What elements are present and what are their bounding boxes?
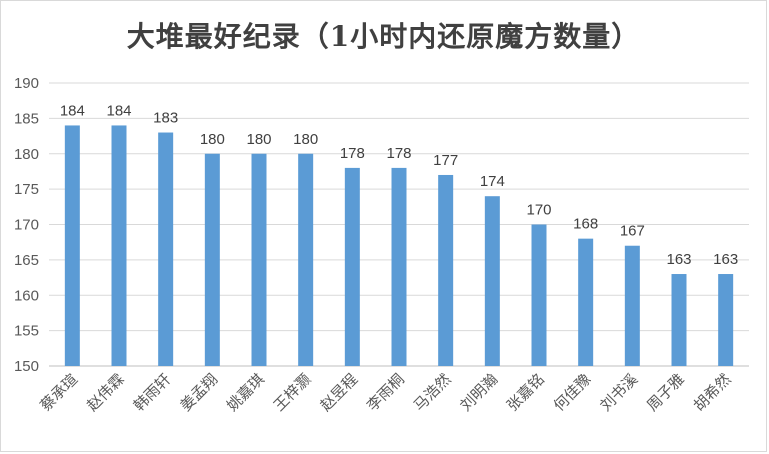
x-tick-label: 韩雨轩	[130, 370, 175, 415]
data-label: 163	[666, 251, 691, 268]
bar	[111, 125, 127, 366]
x-tick-label: 何佳豫	[550, 370, 595, 415]
y-tick-label: 190	[14, 75, 39, 92]
bar	[438, 174, 454, 366]
data-label: 177	[433, 152, 458, 169]
bar	[251, 153, 267, 366]
data-label: 184	[106, 102, 131, 119]
bar	[671, 274, 687, 366]
data-label: 183	[153, 110, 178, 127]
bar	[391, 167, 407, 366]
y-tick-label: 165	[14, 252, 39, 269]
data-label: 163	[713, 251, 738, 268]
data-label: 180	[293, 131, 318, 148]
bar	[718, 274, 734, 366]
bar	[298, 153, 314, 366]
data-label: 180	[246, 131, 271, 148]
data-label: 168	[573, 216, 598, 233]
bar	[578, 238, 594, 366]
data-label: 174	[480, 173, 505, 190]
y-tick-label: 155	[14, 323, 39, 340]
x-tick-label: 赵昱程	[317, 370, 362, 415]
bar	[624, 245, 640, 366]
y-tick-label: 160	[14, 287, 39, 304]
data-label: 167	[620, 223, 645, 240]
bar	[204, 153, 220, 366]
y-tick-label: 170	[14, 217, 39, 234]
x-tick-label: 刘书溪	[597, 370, 642, 415]
data-label: 178	[340, 145, 365, 162]
y-tick-label: 150	[14, 358, 39, 375]
bar	[64, 125, 80, 366]
bar	[344, 167, 360, 366]
x-tick-label: 刘明瀚	[457, 370, 502, 415]
chart-title: 大堆最好纪录（1小时内还原魔方数量）	[126, 20, 641, 53]
x-tick-label: 姜孟翔	[177, 370, 222, 415]
bar	[158, 132, 174, 366]
x-tick-label: 李雨桐	[363, 370, 408, 415]
x-tick-label: 周子雅	[643, 370, 688, 415]
x-tick-label: 姚嘉琪	[223, 370, 268, 415]
x-tick-label: 马浩然	[410, 370, 455, 415]
x-tick-label: 王梓灏	[270, 370, 315, 415]
y-tick-label: 185	[14, 110, 39, 127]
bar	[531, 224, 547, 366]
bar	[484, 196, 500, 366]
x-tick-label: 张嘉铭	[503, 370, 548, 415]
data-label: 180	[200, 131, 225, 148]
y-tick-label: 180	[14, 146, 39, 163]
data-label: 178	[386, 145, 411, 162]
data-label: 170	[526, 202, 551, 219]
x-tick-label: 蔡承瑄	[37, 370, 82, 415]
x-tick-label: 胡希然	[690, 370, 735, 415]
x-tick-label: 赵伟霖	[83, 370, 128, 415]
data-label: 184	[60, 102, 85, 119]
y-tick-label: 175	[14, 181, 39, 198]
